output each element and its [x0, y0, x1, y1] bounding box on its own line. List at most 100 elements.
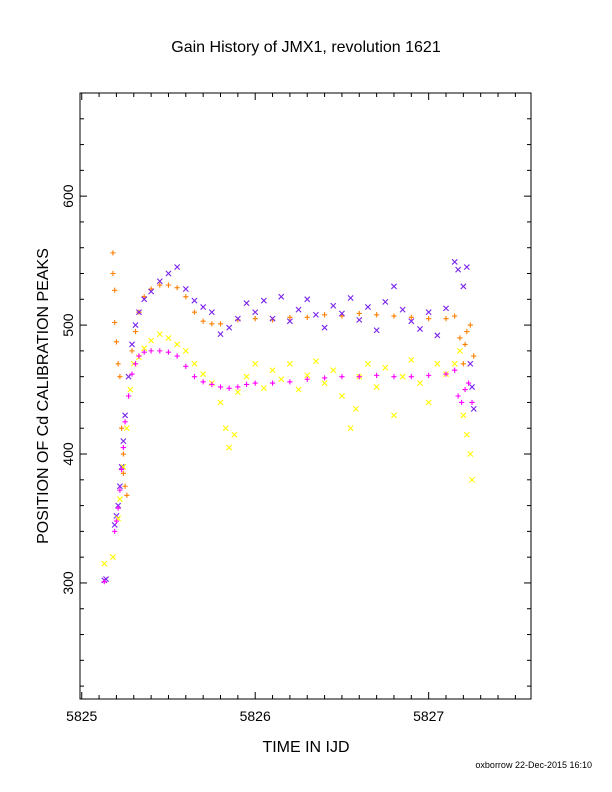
data-point	[252, 316, 258, 322]
data-point	[356, 374, 362, 380]
data-point	[426, 316, 432, 322]
data-point	[391, 374, 397, 380]
data-point	[191, 360, 198, 367]
data-point	[425, 399, 432, 406]
data-point	[200, 304, 207, 311]
data-point	[364, 360, 371, 367]
plot-frame	[79, 92, 532, 700]
data-point	[191, 297, 198, 304]
x-axis-title: TIME IN IJD	[262, 739, 349, 756]
data-point	[243, 373, 250, 380]
data-point	[191, 309, 198, 315]
data-point	[416, 325, 423, 332]
data-point	[165, 334, 172, 341]
data-point	[135, 309, 142, 316]
data-point	[470, 405, 477, 412]
data-point	[112, 287, 118, 293]
data-point	[295, 386, 302, 393]
data-point	[200, 379, 206, 385]
chart-title: Gain History of JMX1, revolution 1621	[171, 39, 441, 56]
data-point	[462, 386, 468, 393]
data-point	[122, 483, 128, 489]
data-point	[399, 373, 406, 380]
data-point	[120, 470, 126, 476]
data-point	[321, 380, 328, 387]
data-point	[456, 347, 463, 354]
data-point	[136, 353, 142, 359]
data-point	[364, 304, 371, 311]
data-point	[374, 312, 380, 318]
data-point	[174, 353, 180, 359]
data-point	[278, 376, 285, 383]
data-point	[339, 374, 345, 380]
data-point	[455, 393, 461, 399]
data-point	[116, 483, 123, 490]
data-point	[382, 364, 389, 371]
axis-tick-labels: 5825 5826 5827 300 400 500 600	[60, 184, 444, 724]
data-point	[243, 300, 250, 307]
data-point	[226, 444, 233, 451]
data-point	[304, 372, 311, 379]
data-point	[191, 374, 198, 380]
data-point	[278, 293, 285, 300]
data-point	[321, 312, 328, 318]
data-point	[182, 347, 189, 354]
data-point	[434, 360, 441, 367]
data-point	[165, 349, 172, 355]
data-point	[426, 372, 432, 378]
data-point	[132, 322, 139, 329]
data-point	[451, 360, 458, 367]
data-point	[101, 560, 108, 567]
data-point	[209, 321, 215, 327]
data-point	[117, 374, 123, 380]
data-point	[260, 385, 267, 392]
y-tick-label: 500	[60, 313, 76, 337]
data-point	[252, 360, 259, 367]
data-point	[129, 341, 136, 348]
y-tick-label: 600	[60, 184, 76, 208]
data-point	[165, 270, 172, 277]
data-point	[295, 306, 302, 313]
data-point	[120, 444, 126, 451]
data-point	[408, 374, 414, 380]
data-point	[116, 496, 123, 503]
data-point	[112, 319, 118, 326]
data-point	[122, 419, 128, 425]
data-point	[443, 316, 449, 322]
data-point	[330, 367, 337, 374]
data-point	[125, 393, 132, 399]
data-point	[156, 331, 163, 338]
data-point	[457, 335, 463, 341]
data-point	[231, 431, 238, 438]
data-point	[183, 294, 189, 300]
data-point	[226, 324, 233, 331]
series-4	[101, 348, 475, 585]
data-point	[390, 283, 397, 290]
data-point	[390, 412, 397, 419]
data-point	[312, 358, 319, 365]
data-points	[101, 250, 477, 585]
data-point	[156, 278, 163, 285]
data-point	[467, 322, 473, 328]
y-tick-label: 300	[60, 571, 76, 595]
data-point	[113, 339, 120, 345]
data-point	[217, 399, 224, 406]
data-point	[408, 318, 415, 325]
data-point	[269, 380, 276, 386]
series-1	[110, 250, 477, 498]
data-point	[347, 295, 354, 301]
x-tick-label: 5825	[66, 708, 97, 724]
data-point	[356, 316, 363, 323]
x-tick-label: 5827	[413, 708, 444, 724]
data-point	[208, 309, 215, 316]
data-point	[469, 399, 475, 406]
data-point	[304, 376, 310, 382]
x-tick-label: 5826	[240, 708, 271, 724]
data-point	[443, 371, 449, 377]
data-point	[174, 264, 181, 271]
data-point	[408, 314, 414, 320]
data-point	[416, 380, 423, 387]
data-point	[269, 315, 276, 322]
data-point	[124, 492, 130, 498]
data-point	[304, 296, 311, 303]
